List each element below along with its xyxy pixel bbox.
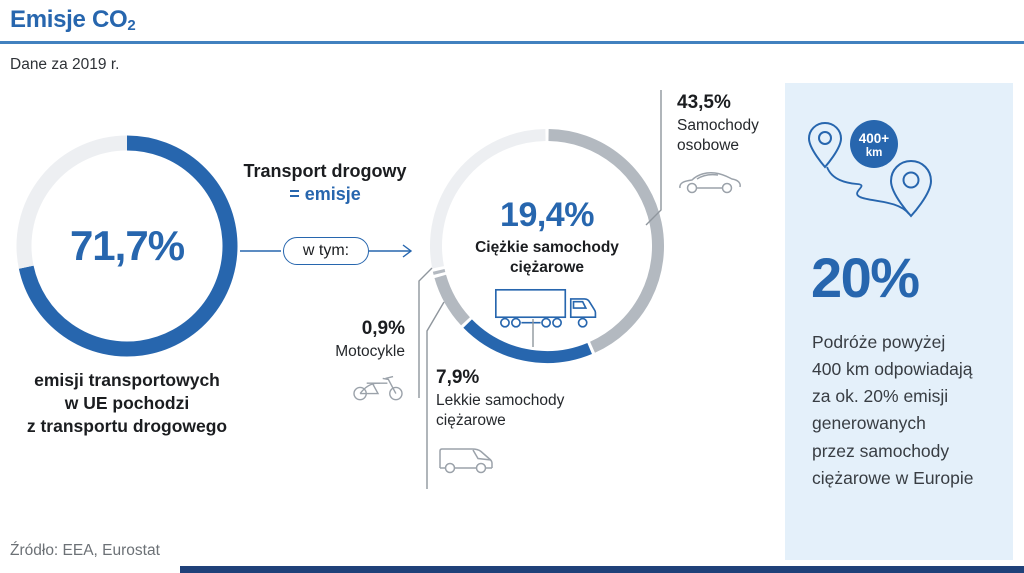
w-tym-pill: w tym:: [283, 237, 369, 265]
page-title-text: Emisje CO: [10, 6, 128, 33]
motorcycles-value: 0,9%: [361, 318, 405, 339]
badge-distance-value: 400+: [859, 131, 890, 146]
page-title-subscript: 2: [127, 17, 136, 34]
car-icon: [679, 172, 741, 194]
donut-chart-road-transport-share: [16, 135, 238, 357]
passenger-cars-value: 43,5%: [677, 92, 731, 113]
arrowhead-icon: [402, 244, 413, 258]
donut2-center-group: 19,4% Ciężkie samochody ciężarowe: [447, 196, 647, 337]
van-icon: [439, 448, 493, 474]
donut1-caption: emisji transportowych w UE pochodzi z tr…: [26, 370, 228, 437]
heavy-truck-icon: [495, 288, 597, 328]
data-year-subtitle: Dane za 2019 r.: [10, 56, 120, 73]
long-haul-panel: 400+ km 20% Podróże powyżej 400 km odpow…: [785, 83, 1013, 560]
donut2-center-value: 19,4%: [500, 196, 594, 234]
donut-segment-rest: [430, 129, 546, 269]
light-trucks-name: Lekkie samochody ciężarowe: [436, 392, 565, 430]
distance-badge: 400+ km: [850, 120, 898, 168]
passenger-cars-name: Samochody osobowe: [677, 117, 759, 155]
source-note: Źródło: EEA, Eurostat: [10, 542, 160, 559]
light-trucks-value: 7,9%: [436, 367, 480, 388]
donut1-center-value: 71,7%: [69, 222, 185, 269]
label-light-trucks: 7,9% Lekkie samochody ciężarowe: [436, 367, 586, 480]
donut-segment-transport-drogowy: [18, 135, 238, 357]
donut2-center-label: Ciężkie samochody ciężarowe: [475, 239, 619, 277]
donut-segment-motocykle: [432, 269, 446, 275]
badge-distance-unit: km: [866, 147, 883, 159]
panel-description: Podróże powyżej 400 km odpowiadają za ok…: [812, 332, 974, 488]
motorcycle-icon: [353, 376, 403, 401]
donut-segment-lekkie-samochody-ciężarowe: [434, 274, 471, 326]
flow-heading-line2: = emisje: [289, 183, 361, 204]
route-pins-icon: 400+ km: [807, 120, 933, 218]
donut-segment-ciężkie-samochody-ciężarowe: [463, 319, 592, 363]
footer-bar: [180, 566, 1024, 573]
flow-heading: Transport drogowy = emisje: [230, 160, 420, 205]
panel-stat-value: 20%: [811, 246, 920, 309]
flow-heading-line1: Transport drogowy: [243, 161, 407, 181]
header-rule: [0, 41, 1024, 44]
donut-segment-rest: [16, 135, 128, 269]
label-passenger-cars: 43,5% Samochody osobowe: [677, 92, 787, 199]
motorcycles-name: Motocykle: [335, 343, 405, 360]
label-motorcycles: 0,9% Motocykle: [295, 318, 405, 407]
page-title: Emisje CO2: [10, 6, 136, 34]
